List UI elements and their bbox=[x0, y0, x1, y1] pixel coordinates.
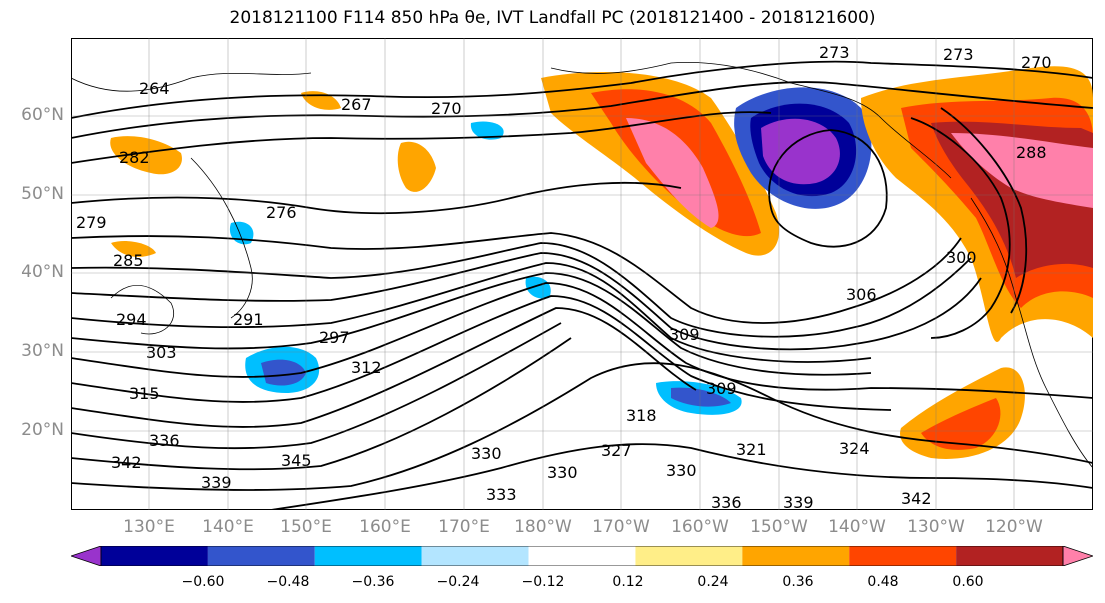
lon-tick-label: 160°E bbox=[359, 517, 411, 537]
contour-label: 267 bbox=[341, 95, 372, 114]
negative-anomaly-small-3 bbox=[525, 276, 551, 299]
contour-label: 297 bbox=[319, 328, 350, 347]
colorbar-cell bbox=[421, 546, 529, 566]
contour-label: 312 bbox=[351, 358, 382, 377]
lon-tick-label: 140°E bbox=[202, 517, 254, 537]
colorbar-tick-label: −0.48 bbox=[266, 574, 310, 590]
negative-anomaly-gulf-alaska-core bbox=[761, 118, 840, 185]
lon-tick-label: 120°W bbox=[985, 517, 1043, 537]
colorbar-extend-low bbox=[71, 546, 102, 566]
contour-label: 270 bbox=[1021, 53, 1052, 72]
colorbar-tick-label: −0.36 bbox=[351, 574, 395, 590]
positive-anomaly-north-pacific-peak bbox=[626, 118, 719, 228]
contour-label: 321 bbox=[736, 440, 767, 459]
colorbar-tick-label: −0.12 bbox=[521, 574, 565, 590]
positive-anomaly-small-4 bbox=[111, 241, 156, 257]
lat-tick-label: 40°N bbox=[21, 262, 64, 282]
contour-label: 273 bbox=[943, 45, 974, 64]
lon-tick-label: 160°W bbox=[671, 517, 729, 537]
contour-label: 279 bbox=[76, 213, 107, 232]
colorbar-tick-label: 0.36 bbox=[782, 574, 814, 590]
colorbar-tick-label: 0.24 bbox=[697, 574, 729, 590]
contour-label: 324 bbox=[839, 439, 870, 458]
positive-anomaly-small-2 bbox=[397, 141, 436, 192]
contour-label: 270 bbox=[431, 99, 462, 118]
coastlines bbox=[71, 61, 1093, 469]
contour-label: 285 bbox=[113, 251, 144, 270]
lat-tick-label: 20°N bbox=[21, 420, 64, 440]
lon-tick-label: 130°E bbox=[123, 517, 175, 537]
colorbar-tick-label: −0.60 bbox=[181, 574, 225, 590]
contour-label: 336 bbox=[711, 493, 742, 510]
map-title: 2018121100 F114 850 hPa θe, IVT Landfall… bbox=[229, 8, 876, 28]
lon-tick-label: 150°W bbox=[750, 517, 808, 537]
colorbar-tick-label: 0.12 bbox=[612, 574, 644, 590]
colorbar-cell bbox=[956, 546, 1063, 566]
contour-label: 309 bbox=[669, 325, 700, 344]
negative-anomaly-west-pacific-core bbox=[261, 359, 306, 386]
colorbar-cell bbox=[207, 546, 315, 566]
contour-label: 345 bbox=[281, 451, 312, 470]
contour-label: 339 bbox=[783, 493, 814, 510]
colorbar-cell bbox=[101, 546, 208, 566]
lat-tick-label: 30°N bbox=[21, 341, 64, 361]
contour-label: 309 bbox=[706, 379, 737, 398]
lat-tick-label: 60°N bbox=[21, 105, 64, 125]
colorbar-extend-high bbox=[1062, 546, 1093, 566]
contour-labels: 264 267 270 273 273 270 276 279 282 285 … bbox=[76, 43, 1052, 510]
negative-anomaly-small-2 bbox=[229, 221, 254, 245]
lon-tick-label: 170°W bbox=[592, 517, 650, 537]
lon-tick-label: 170°E bbox=[438, 517, 490, 537]
gridlines bbox=[71, 38, 1093, 510]
contour-label: 333 bbox=[486, 485, 517, 504]
contour-label: 294 bbox=[116, 310, 147, 329]
colorbar bbox=[71, 546, 1093, 566]
contour-label: 330 bbox=[547, 463, 578, 482]
contour-layer bbox=[71, 60, 1093, 510]
contour-label: 276 bbox=[266, 203, 297, 222]
lon-tick-label: 130°W bbox=[907, 517, 965, 537]
contour-label: 318 bbox=[626, 406, 657, 425]
map-plot-area: 264 267 270 273 273 270 276 279 282 285 … bbox=[71, 38, 1093, 510]
contour-label: 336 bbox=[149, 431, 180, 450]
contour-label: 300 bbox=[946, 248, 977, 267]
colorbar-tick-label: −0.24 bbox=[436, 574, 480, 590]
contour-label: 330 bbox=[471, 444, 502, 463]
contour-label: 282 bbox=[119, 148, 150, 167]
contour-label: 291 bbox=[233, 310, 264, 329]
lon-tick-label: 150°E bbox=[280, 517, 332, 537]
positive-anomaly-small-3 bbox=[301, 91, 341, 110]
contour-label: 339 bbox=[201, 473, 232, 492]
lon-tick-label: 140°W bbox=[828, 517, 886, 537]
contour-label: 303 bbox=[146, 343, 177, 362]
lat-tick-label: 50°N bbox=[21, 184, 64, 204]
colorbar-cell bbox=[528, 546, 636, 566]
colorbar-cell bbox=[742, 546, 850, 566]
colorbar-cell bbox=[849, 546, 957, 566]
colorbar-cell bbox=[635, 546, 743, 566]
contour-label: 342 bbox=[111, 453, 142, 472]
colorbar-tick-label: 0.48 bbox=[867, 574, 899, 590]
lon-tick-label: 180°W bbox=[514, 517, 572, 537]
contour-label: 342 bbox=[901, 489, 932, 508]
positive-anomaly-small-1 bbox=[110, 136, 182, 175]
contour-label: 315 bbox=[129, 384, 160, 403]
negative-anomaly-central-pacific-core bbox=[671, 387, 731, 407]
contour-label: 288 bbox=[1016, 143, 1047, 162]
colorbar-tick-label: 0.60 bbox=[952, 574, 984, 590]
positive-anomaly-subtropical-core bbox=[921, 398, 1001, 450]
contour-label: 327 bbox=[601, 441, 632, 460]
colorbar-cell bbox=[314, 546, 422, 566]
negative-anomaly-small-1 bbox=[470, 121, 504, 140]
contour-label: 330 bbox=[666, 461, 697, 480]
contour-label: 306 bbox=[846, 285, 877, 304]
contour-label: 273 bbox=[819, 43, 850, 62]
colorbar-border bbox=[100, 546, 1064, 566]
